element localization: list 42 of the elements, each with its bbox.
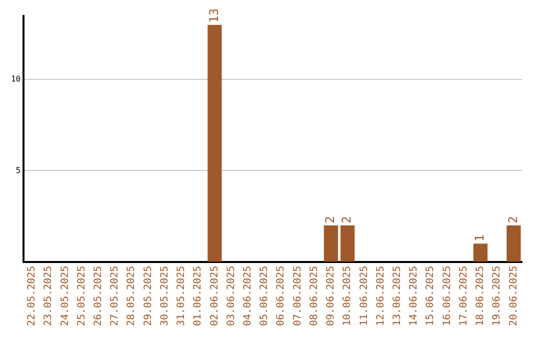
data-label: 2 [323, 216, 338, 224]
x-tick-label: 07.06.2025 [292, 266, 304, 326]
x-tick-label: 12.06.2025 [375, 266, 386, 326]
x-tick-label: 02.06.2025 [209, 266, 220, 326]
data-label: 2 [340, 216, 354, 224]
x-tick-label: 09.06.2025 [326, 266, 337, 326]
data-label: 2 [506, 216, 520, 224]
x-tick-label: 18.06.2025 [475, 266, 486, 326]
x-tick-label: 04.06.2025 [242, 266, 254, 326]
x-tick-label: 01.06.2025 [192, 266, 204, 326]
data-label: 13 [206, 8, 221, 23]
x-tick-label: 06.06.2025 [276, 266, 287, 326]
x-tick-label: 29.05.2025 [142, 266, 154, 326]
x-tick-label: 11.06.2025 [358, 266, 370, 326]
x-tick-label: 22.05.2025 [26, 266, 38, 326]
bar [324, 225, 338, 262]
x-tick-label: 17.06.2025 [458, 266, 470, 326]
x-tick-label: 08.06.2025 [308, 266, 320, 326]
y-tick-label: 5 [16, 166, 21, 175]
bar [506, 225, 521, 262]
x-tick-label: 20.06.2025 [508, 266, 520, 326]
x-tick-label: 23.05.2025 [43, 266, 54, 326]
x-tick-label: 31.05.2025 [176, 266, 188, 326]
x-tick-label: 30.05.2025 [159, 266, 170, 326]
x-tick-label: 14.06.2025 [408, 266, 420, 326]
x-tick-label: 03.06.2025 [226, 266, 237, 326]
x-tick-label: 15.06.2025 [425, 266, 436, 326]
x-tick-label: 26.05.2025 [92, 266, 104, 326]
bar [340, 225, 355, 262]
x-tick-label: 10.06.2025 [342, 266, 354, 326]
x-tick-label: 19.06.2025 [492, 266, 503, 326]
x-tick-label: 24.05.2025 [60, 266, 71, 326]
x-tick-label: 28.05.2025 [126, 266, 138, 326]
x-tick-label: 13.06.2025 [392, 266, 403, 326]
bar [473, 244, 488, 262]
x-tick-label: 16.06.2025 [442, 266, 453, 326]
x-tick-label: 25.05.2025 [76, 266, 88, 326]
data-label: 1 [472, 234, 487, 242]
x-tick-label: 27.05.2025 [110, 266, 121, 326]
y-tick-label: 10 [10, 74, 21, 84]
bar [208, 24, 222, 262]
x-tick-label: 05.06.2025 [259, 266, 270, 326]
